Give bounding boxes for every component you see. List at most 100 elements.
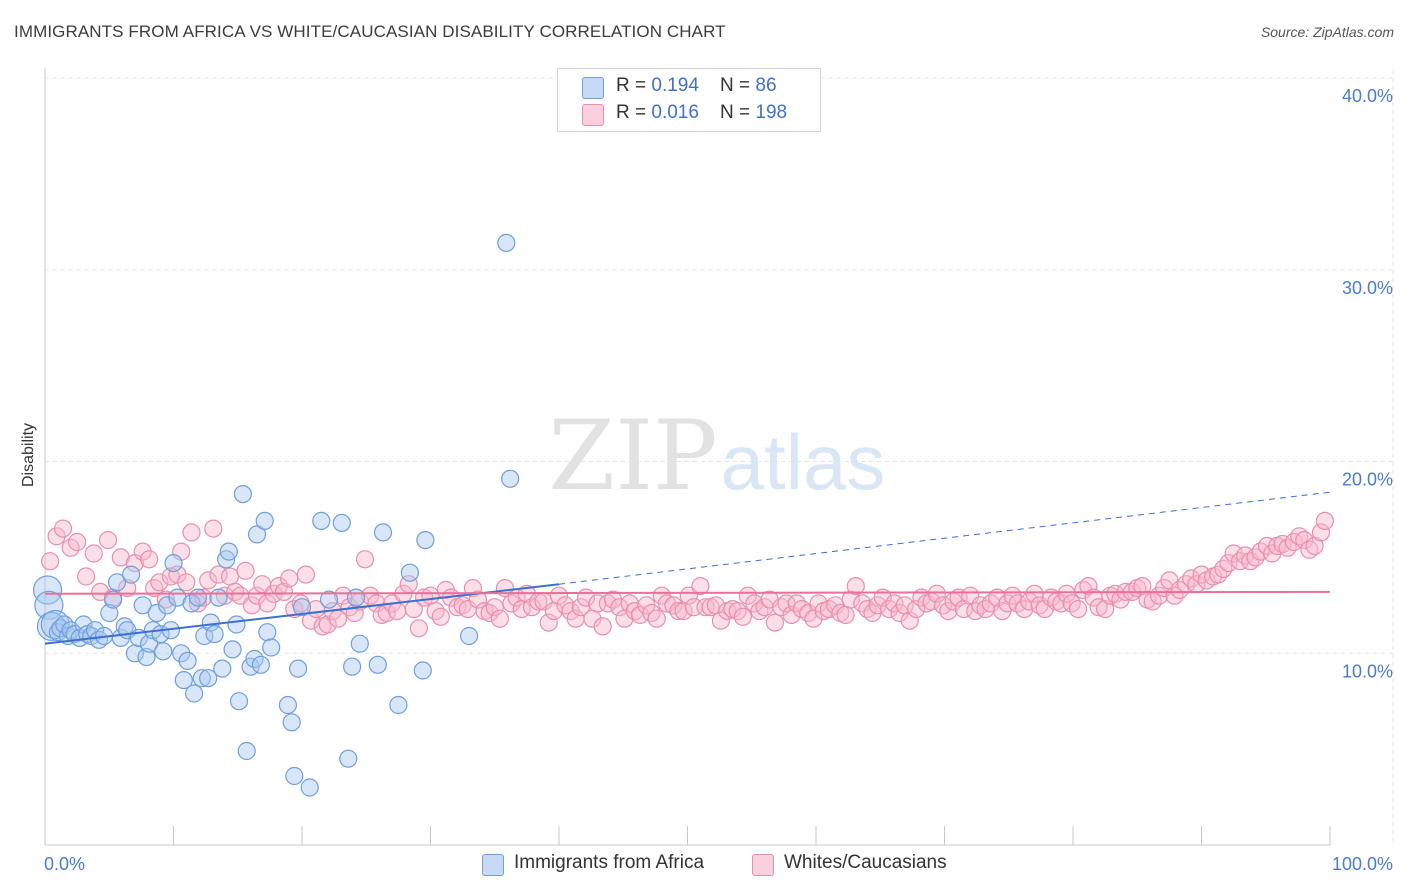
point-immigrants-from-africa [133, 596, 152, 615]
point-whites-caucasians [355, 550, 375, 569]
point-immigrants-from-africa [100, 603, 119, 623]
point-whites-caucasians [647, 609, 666, 628]
correlation-legend: R = 0.194 N = 86 R = 0.016 N = 198 [557, 68, 821, 132]
point-immigrants-from-africa [350, 634, 369, 653]
point-immigrants-from-africa [172, 644, 191, 663]
point-whites-caucasians [480, 603, 499, 623]
point-immigrants-from-africa [213, 659, 232, 678]
point-whites-caucasians [1095, 599, 1115, 619]
x-tick-label-max: 100.0% [1332, 854, 1393, 874]
point-whites-caucasians [318, 615, 337, 634]
point-immigrants-from-africa [233, 485, 252, 504]
point-whites-caucasians [280, 569, 299, 588]
legend-r-value: 0.016 [651, 102, 699, 123]
legend-swatch-whites [582, 104, 604, 126]
point-whites-caucasians [199, 571, 218, 590]
point-immigrants-from-africa [137, 647, 156, 667]
point-whites-caucasians [76, 567, 96, 586]
point-whites-caucasians [188, 594, 207, 613]
point-immigrants-from-africa [258, 623, 277, 642]
point-whites-caucasians [1089, 598, 1108, 617]
point-whites-caucasians [269, 576, 288, 596]
point-whites-caucasians [939, 601, 958, 621]
point-whites-caucasians [236, 561, 255, 580]
point-immigrants-from-africa [237, 741, 256, 761]
point-immigrants-from-africa [346, 588, 366, 607]
series-immigrants-from-africa [32, 233, 520, 797]
point-immigrants-from-africa [188, 588, 207, 607]
point-immigrants-from-africa [501, 469, 520, 488]
point-whites-caucasians [728, 601, 747, 621]
point-immigrants-from-africa [282, 713, 301, 732]
point-immigrants-from-africa [192, 669, 211, 688]
point-immigrants-from-africa [343, 657, 362, 676]
tick-labels: 10.0% 20.0% 30.0% 40.0% 0.0% 100.0% [44, 86, 1393, 874]
point-whites-caucasians [502, 594, 521, 613]
point-immigrants-from-africa [262, 638, 281, 657]
legend-n-value: 198 [755, 102, 788, 123]
legend-r-label: R = [616, 75, 652, 96]
point-immigrants-from-africa [107, 573, 127, 592]
bottom-legend-label-africa: Immigrants from Africa [514, 852, 705, 873]
legend-n-label: N = [720, 102, 756, 123]
y-tick-label: 30.0% [1342, 278, 1393, 298]
point-whites-caucasians [642, 603, 661, 623]
point-immigrants-from-africa [497, 233, 516, 252]
point-immigrants-from-africa [278, 695, 297, 715]
point-whites-caucasians [1219, 553, 1238, 573]
point-whites-caucasians [53, 519, 73, 538]
y-axis-label: Disability [20, 423, 37, 487]
point-whites-caucasians [934, 596, 953, 615]
point-immigrants-from-africa [199, 669, 218, 688]
point-whites-caucasians [1052, 594, 1071, 613]
point-immigrants-from-africa [174, 670, 193, 690]
bottom-legend-swatch-africa [482, 854, 504, 876]
point-immigrants-from-africa [312, 511, 331, 531]
point-immigrants-from-africa [205, 624, 224, 644]
trend-line-africa-projection [558, 491, 1331, 585]
point-whites-caucasians [209, 565, 228, 584]
point-whites-caucasians [836, 605, 855, 625]
legend-stats-africa: R = 0.194 N = 86 [616, 75, 777, 97]
point-whites-caucasians [907, 599, 926, 619]
point-whites-caucasians [150, 573, 169, 592]
gridlines [45, 70, 1394, 845]
point-whites-caucasians [841, 590, 860, 609]
point-whites-caucasians [490, 609, 509, 628]
series-whites-caucasians [40, 511, 1335, 638]
point-whites-caucasians [274, 582, 294, 602]
point-whites-caucasians [1214, 559, 1233, 579]
point-immigrants-from-africa [460, 626, 479, 646]
point-immigrants-from-africa [154, 642, 173, 661]
legend-r-value: 0.194 [651, 75, 699, 96]
point-whites-caucasians [691, 576, 710, 596]
point-whites-caucasians [1182, 569, 1201, 588]
legend-n-value: 86 [755, 75, 777, 96]
point-whites-caucasians [204, 519, 223, 538]
point-immigrants-from-africa [178, 651, 197, 671]
point-whites-caucasians [84, 544, 103, 563]
point-whites-caucasians [765, 613, 785, 632]
point-whites-caucasians [485, 598, 504, 617]
watermark-atlas: atlas [721, 418, 886, 506]
point-immigrants-from-africa [339, 749, 358, 768]
point-immigrants-from-africa [332, 513, 351, 533]
point-whites-caucasians [426, 601, 445, 621]
point-immigrants-from-africa [164, 553, 183, 573]
legend-n-label: N = [720, 75, 756, 96]
y-tick-label: 40.0% [1342, 86, 1393, 106]
point-immigrants-from-africa [373, 523, 393, 542]
point-whites-caucasians [1209, 565, 1228, 584]
point-immigrants-from-africa [251, 655, 270, 674]
point-whites-caucasians [156, 590, 175, 609]
y-tick-label: 10.0% [1342, 661, 1393, 681]
point-immigrants-from-africa [247, 525, 267, 544]
bottom-legend-label-whites: Whites/Caucasians [784, 852, 947, 873]
point-whites-caucasians [927, 584, 946, 603]
point-whites-caucasians [1315, 511, 1335, 531]
point-whites-caucasians [242, 596, 261, 615]
point-immigrants-from-africa [289, 659, 308, 678]
point-immigrants-from-africa [219, 542, 238, 561]
point-whites-caucasians [900, 611, 919, 630]
point-immigrants-from-africa [400, 563, 419, 582]
